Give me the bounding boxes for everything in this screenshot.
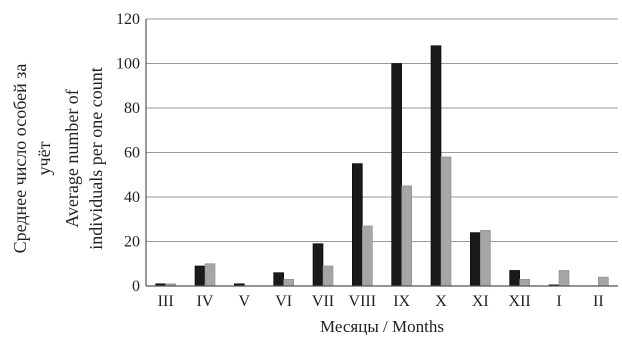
bar-series-2-VI (283, 279, 294, 287)
x-tick-label: III (158, 293, 174, 310)
y-tick-label: 60 (124, 145, 140, 162)
bar-series-1-XI (470, 232, 481, 287)
y-axis-title-line: учёт (34, 141, 54, 175)
bar-series-2-XII (519, 279, 530, 287)
x-tick-label: I (556, 293, 561, 310)
bar-series-2-IX (401, 185, 412, 287)
y-tick-label: 20 (124, 234, 140, 251)
y-tick-label: 100 (116, 56, 140, 73)
x-tick-labels: III IV V VI VII VIII IX X XI XII I II (158, 293, 604, 310)
x-tick-label: XI (472, 293, 489, 310)
bar-series-1-VI (273, 272, 284, 287)
bar-series-1-VIII (352, 163, 363, 287)
bar-series-1-XII (509, 270, 520, 287)
y-axis-title-line: Среднее число особей за (10, 64, 30, 254)
x-tick-label: X (435, 293, 447, 310)
bar-series-2-II (598, 276, 609, 287)
x-tick-label: VIII (349, 293, 377, 310)
x-tick-label: IV (197, 293, 214, 310)
y-axis-title: Среднее число особей за учёт Average numbe… (10, 64, 106, 254)
bar-series-2-VIII (362, 225, 373, 287)
bar-series-2-I (558, 270, 570, 287)
x-tick-label: V (239, 293, 251, 310)
x-tick-label: XII (509, 293, 531, 310)
x-tick-label: VII (312, 293, 334, 310)
bar-series-2-IV (204, 263, 216, 287)
bar-series-1-IV (194, 265, 206, 287)
bar-series-1-VII (312, 243, 324, 287)
bar-series-2-XI (480, 230, 491, 287)
bar-series-1-X (430, 45, 442, 287)
x-tick-label: II (593, 293, 604, 310)
bar-series-2-VII (322, 265, 334, 287)
bars (155, 45, 609, 287)
y-tick-label: 0 (132, 278, 140, 295)
y-tick-label: 40 (124, 189, 140, 206)
y-tick-label: 120 (116, 11, 140, 28)
x-tick-label: IX (393, 293, 410, 310)
y-tick-labels: 0 20 40 60 80 100 120 (116, 11, 140, 295)
bar-series-2-X (440, 156, 452, 287)
x-tick-label: VI (275, 293, 292, 310)
y-axis-title-line: individuals per one count (86, 67, 106, 249)
x-axis-title: Месяцы / Months (320, 317, 444, 336)
y-axis-title-line: Average number of (62, 89, 82, 228)
gridlines (146, 18, 618, 242)
bar-series-1-IX (391, 63, 402, 287)
y-tick-label: 80 (124, 100, 140, 117)
